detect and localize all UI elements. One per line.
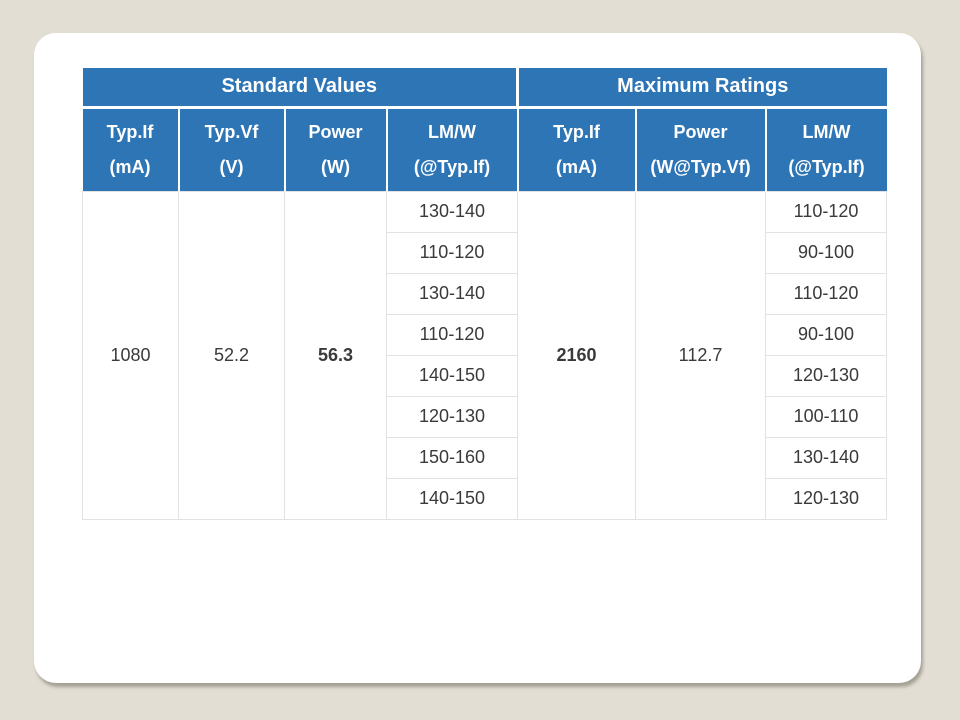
cell-max-lmw: 110-120 <box>764 190 888 233</box>
column-header-max-lmw: LM/W (@Typ.If) <box>765 107 887 191</box>
column-header-line1: Typ.If <box>106 122 154 142</box>
cell-std-typ-if: 1080 <box>82 190 179 520</box>
group-header-row: Standard Values Maximum Ratings <box>82 68 887 109</box>
led-spec-table: Standard Values Maximum Ratings Typ.If (… <box>82 68 888 520</box>
content-card: Standard Values Maximum Ratings Typ.If (… <box>34 33 921 683</box>
column-header-max-power: Power (W@Typ.Vf) <box>635 107 767 191</box>
cell-std-lmw: 110-120 <box>386 313 518 356</box>
cell-max-lmw: 90-100 <box>764 313 888 356</box>
cell-std-typ-vf: 52.2 <box>178 190 285 520</box>
column-header-label: Typ.Vf (V) <box>180 109 284 191</box>
column-header-label: LM/W (@Typ.If) <box>388 109 517 191</box>
column-header-line1: Typ.If <box>553 122 600 142</box>
column-header-line1: Typ.Vf <box>204 122 259 142</box>
column-header-std-power: Power (W) <box>284 107 388 191</box>
cell-max-lmw: 120-130 <box>764 354 888 397</box>
table-row: 150-160 130-140 <box>83 436 888 479</box>
cell-max-lmw: 100-110 <box>764 395 888 438</box>
column-header-line1: Power <box>673 122 728 142</box>
column-header-line2: (V) <box>219 157 244 177</box>
column-header-line2: (@Typ.If) <box>413 157 491 177</box>
column-header-max-typ-if: Typ.If (mA) <box>517 107 637 191</box>
cell-max-power: 112.7 <box>635 190 766 520</box>
column-header-std-typ-vf: Typ.Vf (V) <box>178 107 286 191</box>
column-header-label: Power (W@Typ.Vf) <box>637 109 765 191</box>
column-header-std-lmw: LM/W (@Typ.If) <box>386 107 519 191</box>
column-header-label: LM/W (@Typ.If) <box>767 109 887 191</box>
table-row: 140-150 120-130 <box>83 354 888 397</box>
cell-std-lmw: 110-120 <box>386 231 518 274</box>
column-header-line1: LM/W <box>802 122 851 142</box>
column-header-line1: Power <box>308 122 363 142</box>
cell-max-lmw: 120-130 <box>764 477 888 520</box>
table-row: 110-120 90-100 <box>83 231 888 274</box>
cell-max-typ-if: 2160 <box>517 190 636 520</box>
table-row: 120-130 100-110 <box>83 395 888 438</box>
column-header-line2: (mA) <box>109 157 151 177</box>
column-header-std-typ-if: Typ.If (mA) <box>82 107 180 191</box>
column-header-line2: (@Typ.If) <box>788 157 865 177</box>
column-header-row: Typ.If (mA) Typ.Vf (V) Power (W) <box>82 107 887 191</box>
cell-std-lmw: 130-140 <box>386 272 518 315</box>
column-header-line2: (mA) <box>556 157 597 177</box>
table-row: 1080 52.2 56.3 130-140 2160 112.7 110-12… <box>82 190 888 520</box>
group-header-maximum-ratings: Maximum Ratings <box>517 68 887 109</box>
cell-std-lmw: 140-150 <box>386 354 518 397</box>
cell-std-lmw: 130-140 <box>386 190 518 233</box>
group-header-standard-values: Standard Values <box>82 68 519 109</box>
column-header-label: Typ.If (mA) <box>83 109 178 191</box>
cell-std-lmw: 150-160 <box>386 436 518 479</box>
column-header-line2: (W@Typ.Vf) <box>650 157 751 177</box>
table-row: 110-120 90-100 <box>83 313 888 356</box>
column-header-label: Power (W) <box>286 109 386 191</box>
cell-std-power: 56.3 <box>284 190 387 520</box>
column-header-line1: LM/W <box>428 122 476 142</box>
table-row: 130-140 110-120 <box>83 272 888 315</box>
cell-max-lmw: 130-140 <box>764 436 888 479</box>
cell-std-lmw: 140-150 <box>386 477 518 520</box>
cell-std-lmw: 120-130 <box>386 395 518 438</box>
column-header-line2: (W) <box>321 157 350 177</box>
column-header-label: Typ.If (mA) <box>519 109 635 191</box>
table-row: 140-150 120-130 <box>83 477 888 520</box>
cell-max-lmw: 90-100 <box>764 231 888 274</box>
cell-max-lmw: 110-120 <box>764 272 888 315</box>
